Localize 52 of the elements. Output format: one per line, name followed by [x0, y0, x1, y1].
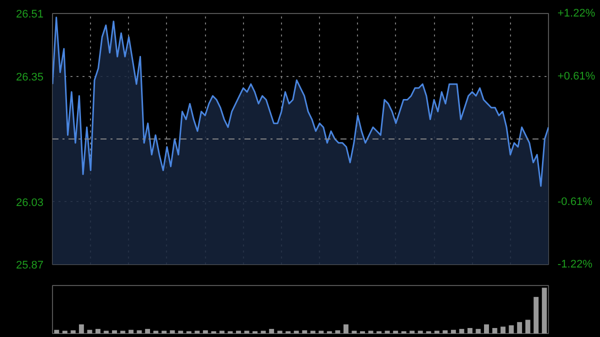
- bar: [418, 330, 423, 334]
- bar: [434, 330, 440, 334]
- bar: [442, 330, 448, 334]
- bar: [87, 330, 92, 334]
- bar: [260, 330, 266, 334]
- bar: [534, 296, 539, 334]
- bar: [410, 330, 415, 334]
- bar: [277, 330, 282, 334]
- bar: [78, 324, 84, 334]
- bar: [508, 325, 514, 334]
- bar: [302, 330, 308, 334]
- y-tick-label: 25.87: [16, 260, 44, 272]
- bar: [70, 330, 76, 334]
- bar: [310, 330, 316, 334]
- bar: [459, 328, 464, 334]
- bar: [219, 330, 224, 334]
- bar: [484, 324, 489, 334]
- bar: [178, 330, 184, 334]
- bar: [162, 330, 167, 334]
- bar: [294, 330, 299, 334]
- y2-tick-label: +1.22%: [558, 8, 596, 20]
- bar: [269, 328, 274, 334]
- bar: [194, 330, 200, 334]
- bar: [384, 330, 390, 334]
- bar: [335, 330, 340, 334]
- bar: [145, 328, 150, 334]
- bar: [318, 330, 324, 334]
- bar: [517, 322, 522, 334]
- bar: [467, 328, 472, 334]
- bar: [112, 330, 117, 334]
- bar: [450, 330, 456, 334]
- bar: [54, 330, 60, 334]
- bar: [542, 288, 547, 334]
- bar: [153, 330, 158, 334]
- bar: [136, 330, 142, 334]
- bar: [343, 324, 348, 334]
- bar: [393, 330, 398, 334]
- bar: [236, 330, 241, 334]
- bar: [128, 330, 134, 334]
- bar: [525, 320, 530, 334]
- y-tick-label: 26.51: [16, 8, 44, 20]
- bar: [95, 328, 100, 334]
- y2-tick-label: -0.61%: [558, 196, 593, 208]
- y-tick-label: 26.03: [16, 196, 44, 209]
- bar: [492, 328, 498, 334]
- y2-tick-label: +0.61%: [558, 70, 596, 82]
- bar: [202, 330, 208, 334]
- bar: [62, 330, 68, 334]
- bar: [500, 326, 506, 334]
- bar: [170, 330, 175, 334]
- y2-tick-label: -1.22%: [558, 258, 593, 270]
- y-tick-label: 26.35: [16, 71, 44, 84]
